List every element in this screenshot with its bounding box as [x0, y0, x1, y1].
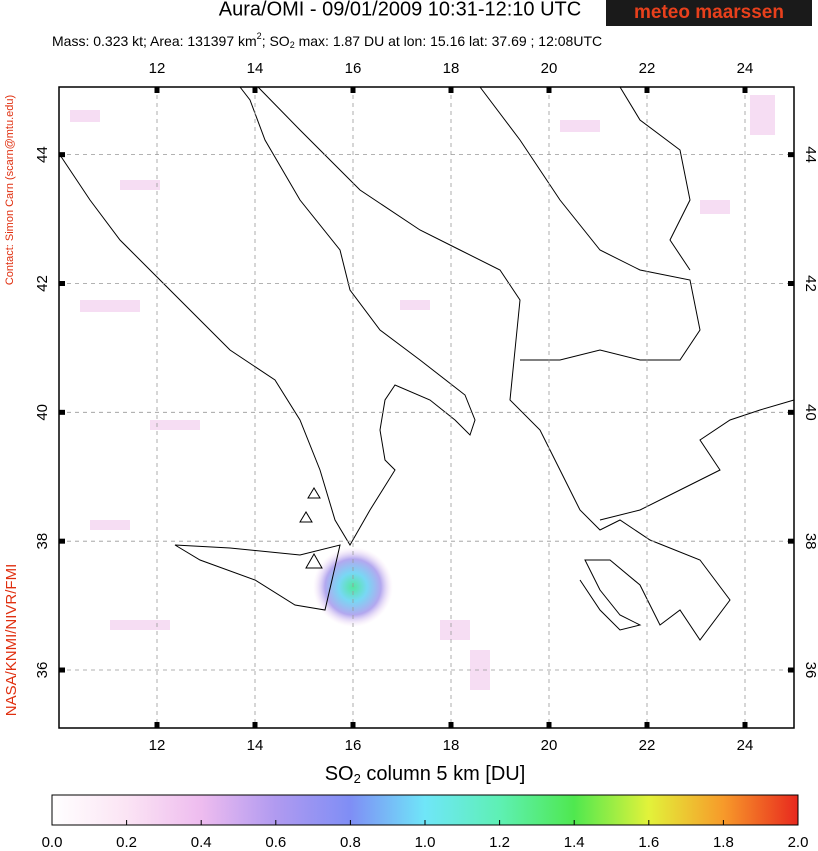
background-noise — [70, 95, 775, 690]
colorbar-label-part: SO — [325, 763, 354, 785]
x-tick-label: 12 — [149, 737, 166, 754]
contact: Contact: Simon Carn (scarn@mtu.edu) — [4, 95, 16, 285]
logo: meteo maarssen — [634, 2, 784, 23]
colorbar-tick-label: 0.2 — [116, 834, 137, 851]
colorbar-tick-label: 0.8 — [340, 834, 361, 851]
subtitle-sup: 2 — [257, 31, 262, 41]
x-tick-label: 16 — [345, 60, 362, 77]
colorbar-tick-label: 2.0 — [788, 834, 809, 851]
colorbar-tick-label: 1.0 — [415, 834, 436, 851]
x-tick-label: 24 — [737, 737, 754, 754]
map-area — [58, 86, 795, 729]
colorbar-tick-label: 1.6 — [638, 834, 659, 851]
colorbar-tick-label: 1.8 — [713, 834, 734, 851]
subtitle-sub: 2 — [290, 40, 295, 50]
x-tick-label: 20 — [541, 60, 558, 77]
colorbar-tick-label: 0.0 — [42, 834, 63, 851]
map-bg — [59, 87, 794, 728]
x-tick-label: 24 — [737, 60, 754, 77]
y-tick-label: 40 — [34, 404, 51, 421]
colorbar-tick-label: 1.2 — [489, 834, 510, 851]
x-tick-label: 18 — [443, 60, 460, 77]
x-tick-label: 18 — [443, 737, 460, 754]
colorbar-label: SO2 column 5 km [DU] — [325, 763, 526, 786]
subtitle: Mass: 0.323 kt; Area: 131397 km2; SO2 ma… — [52, 31, 602, 50]
colorbar-tick-label: 1.4 — [564, 834, 585, 851]
x-tick-label: 14 — [247, 737, 264, 754]
y-tick-label: 40 — [802, 404, 818, 421]
subtitle-part: max: 1.87 DU at lon: 15.16 lat: 37.69 ; … — [295, 33, 602, 49]
y-tick-label: 44 — [34, 146, 51, 163]
colorbar-label-part: column 5 km [DU] — [361, 763, 525, 785]
y-tick-label: 36 — [34, 662, 51, 679]
credit: NASA/KNMI/NIVR/FMI — [3, 564, 20, 717]
x-tick-label: 22 — [639, 60, 656, 77]
y-tick-label: 38 — [34, 533, 51, 550]
x-tick-label: 22 — [639, 737, 656, 754]
volcanoes — [299, 487, 323, 569]
subtitle-part: ; SO — [262, 33, 290, 49]
x-tick-label: 20 — [541, 737, 558, 754]
x-tick-label: 14 — [247, 60, 264, 77]
title: Aura/OMI - 09/01/2009 10:31-12:10 UTC — [219, 0, 581, 20]
y-tick-label: 36 — [802, 662, 818, 679]
y-tick-label: 42 — [34, 275, 51, 292]
map-frame — [58, 86, 795, 729]
y-tick-label: 42 — [802, 275, 818, 292]
x-tick-label: 16 — [345, 737, 362, 754]
y-tick-label: 38 — [802, 533, 818, 550]
colorbar-label-sub: 2 — [354, 771, 361, 786]
y-tick-label: 44 — [802, 146, 818, 163]
subtitle-part: Mass: 0.323 kt; Area: 131397 km — [52, 33, 257, 49]
colorbar-tick-label: 0.4 — [191, 834, 212, 851]
colorbar-tick-label: 0.6 — [265, 834, 286, 851]
x-tick-label: 12 — [149, 60, 166, 77]
logo-box — [606, 0, 812, 26]
